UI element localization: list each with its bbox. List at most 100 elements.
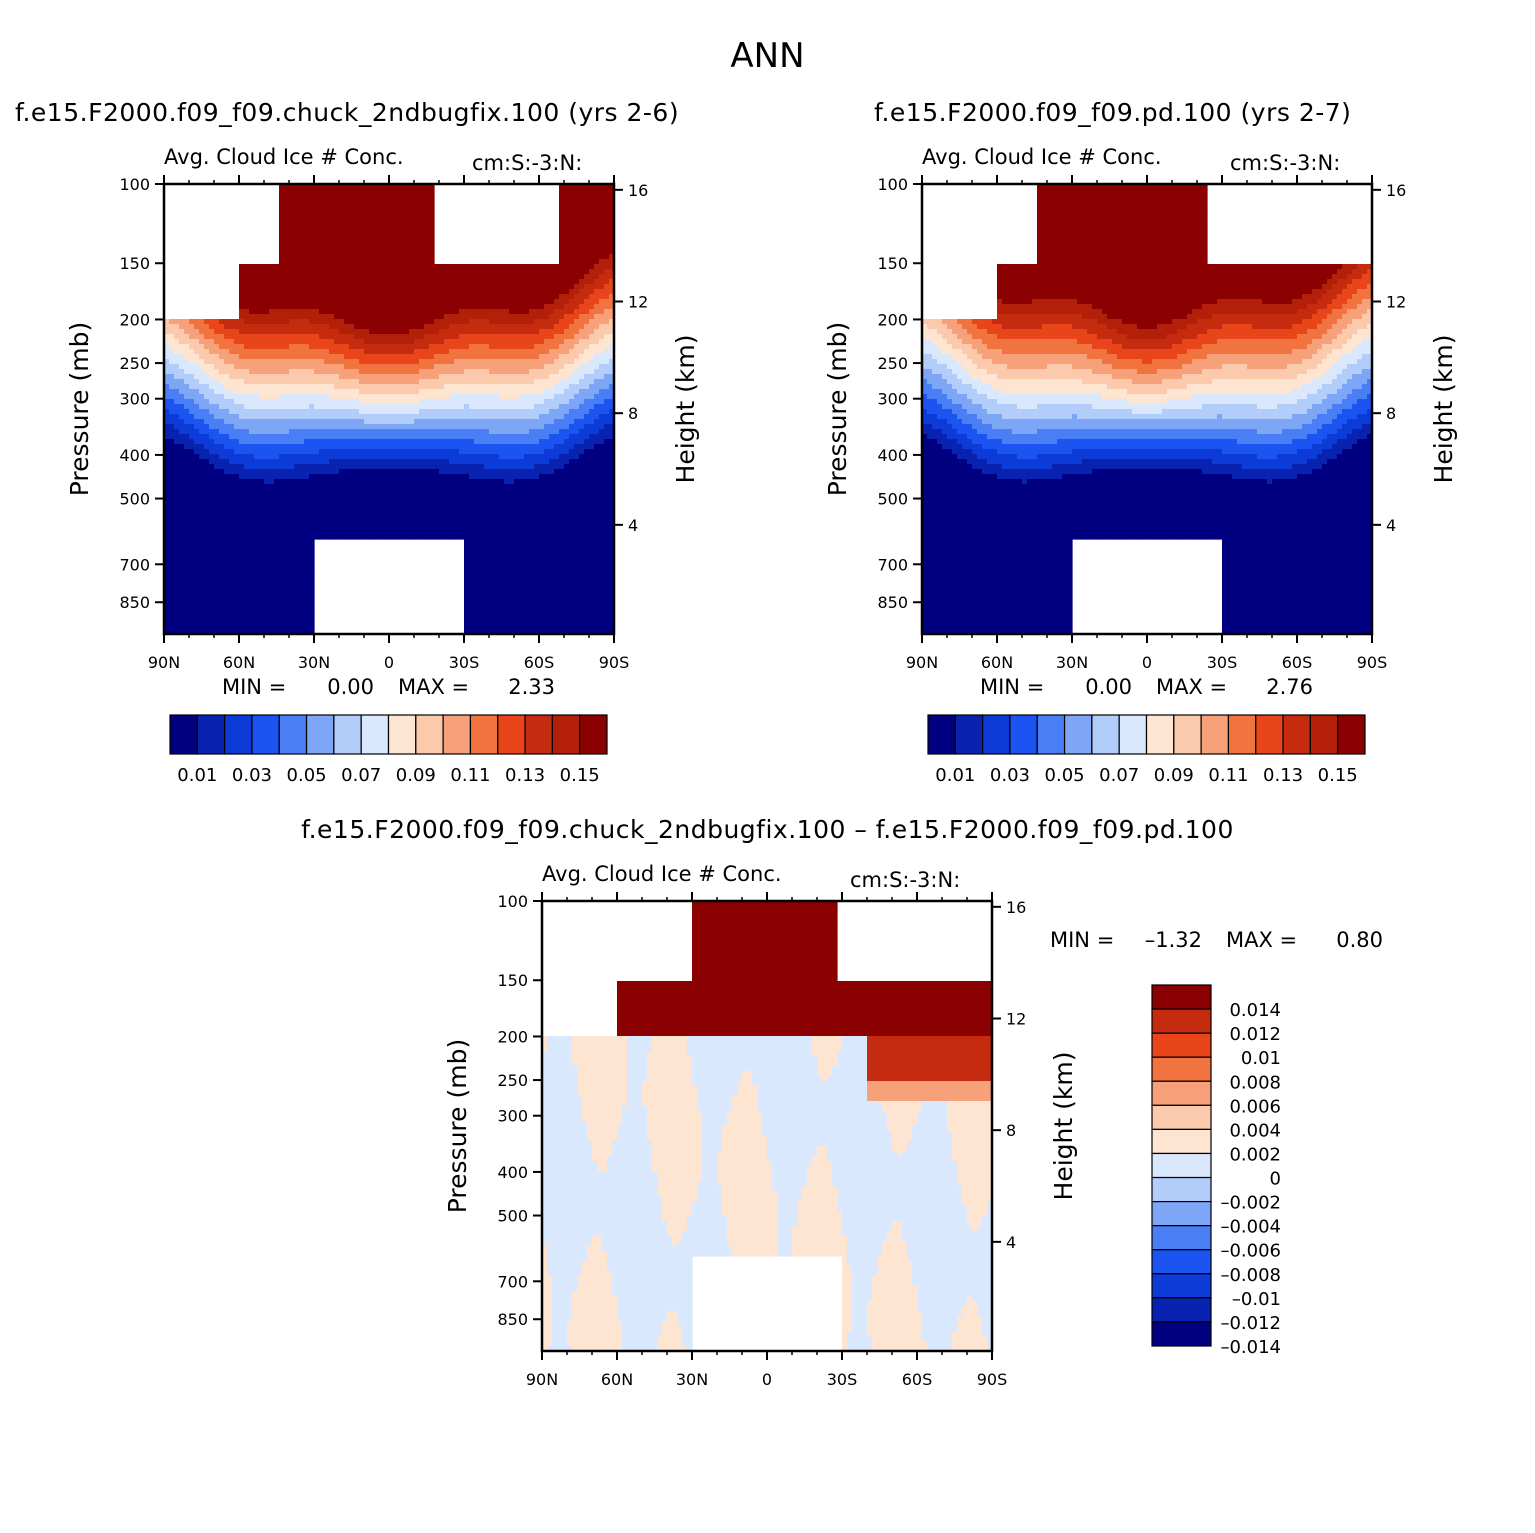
colorbar-label: 0.014: [1229, 1000, 1281, 1021]
plot-title: Avg. Cloud Ice # Conc.: [164, 145, 404, 169]
min-label: MIN =: [980, 675, 1044, 699]
x-tick-label: 30N: [1056, 653, 1088, 672]
colorbar-box: [442, 714, 472, 755]
y-axis-label: Pressure (mb): [65, 322, 94, 496]
y2-tick-label: 12: [628, 292, 648, 311]
colorbar-label: 0.002: [1229, 1144, 1281, 1165]
y2-tick-label: 8: [628, 404, 638, 423]
colorbar-box: [1151, 1152, 1212, 1179]
colorbar-box: [1145, 714, 1175, 755]
colorbar-box: [387, 714, 417, 755]
colorbar-label: –0.006: [1220, 1241, 1281, 1262]
colorbar-label: 0.03: [990, 765, 1030, 786]
colorbar-label: 0.13: [505, 765, 545, 786]
colorbar-label: 0.13: [1263, 765, 1303, 786]
colorbar-box: [579, 714, 608, 755]
colorbar-panel-1: 0.01 0.03 0.05 0.07 0.09 0.11 0.13 0.15: [169, 714, 608, 786]
y-tick-label: 700: [497, 1272, 528, 1291]
y-tick-label: 100: [877, 175, 908, 194]
x-tick-label: 0: [762, 1370, 772, 1389]
x-tick-label: 90N: [148, 653, 180, 672]
plot-units: cm:S:-3:N:: [472, 151, 582, 175]
axes-panel-1: Avg. Cloud Ice # Conc. cm:S:-3:N: 90N 60N 30…: [65, 145, 700, 699]
x-tick-label: 90S: [599, 653, 630, 672]
field-panel-3: [542, 901, 992, 1351]
colorbar-box: [524, 714, 553, 755]
colorbar-box: [497, 714, 526, 755]
colorbar-label: 0.15: [1318, 765, 1358, 786]
x-tick-label: 0: [1142, 653, 1152, 672]
colorbar-label: 0.07: [341, 765, 381, 786]
colorbar-panel-2: 0.01 0.03 0.05 0.07 0.09 0.11 0.13 0.15: [927, 714, 1366, 786]
colorbar-box: [1151, 1225, 1212, 1251]
x-tick-label: 90N: [906, 653, 938, 672]
colorbar-box: [1091, 714, 1120, 755]
x-tick-label: 60N: [223, 653, 255, 672]
y-axis-label: Pressure (mb): [443, 1039, 472, 1213]
colorbar-box: [1063, 714, 1093, 755]
y2-tick-label: 4: [628, 516, 638, 535]
colorbar-label: 0.03: [232, 765, 272, 786]
y-tick-label: 500: [877, 490, 908, 509]
x-tick-label: 0: [384, 653, 394, 672]
colorbar-box: [1151, 1080, 1212, 1106]
colorbar-box: [224, 714, 253, 755]
x-tick-label: 30S: [827, 1370, 858, 1389]
colorbar-label: –0.014: [1220, 1337, 1281, 1358]
colorbar-box: [1151, 984, 1212, 1010]
y2-tick-label: 4: [1006, 1233, 1016, 1252]
y-tick-label: 150: [119, 254, 150, 273]
colorbar-box: [551, 714, 581, 755]
y2-tick-label: 8: [1006, 1121, 1016, 1140]
y-tick-label: 700: [877, 555, 908, 574]
max-label: MAX =: [398, 675, 469, 699]
figure-title: ANN: [730, 36, 805, 76]
colorbar-box: [1255, 714, 1284, 755]
max-label: MAX =: [1226, 928, 1297, 952]
colorbar-box: [1151, 1321, 1212, 1347]
colorbar-label: –0.01: [1232, 1289, 1281, 1310]
y2-tick-label: 16: [1386, 181, 1406, 200]
y2-tick-label: 12: [1006, 1009, 1026, 1028]
x-tick-label: 60S: [1282, 653, 1313, 672]
y-tick-label: 400: [877, 446, 908, 465]
colorbar-box: [1151, 1104, 1212, 1130]
colorbar-label: 0.012: [1229, 1024, 1281, 1045]
x-tick-label: 90S: [977, 1370, 1008, 1389]
colorbar-label: –0.008: [1220, 1265, 1281, 1286]
colorbar-box: [251, 714, 280, 755]
axes-panel-2: Avg. Cloud Ice # Conc. cm:S:-3:N: 90N 60N 30…: [823, 145, 1458, 699]
colorbar-box: [169, 714, 198, 755]
axes-panel-3: Avg. Cloud Ice # Conc. cm:S:-3:N: 90N 60N 30…: [443, 862, 1383, 1389]
panel-2-title: f.e15.F2000.f09_f09.pd.100 (yrs 2-7): [874, 98, 1352, 127]
y-axis-label: Pressure (mb): [823, 322, 852, 496]
max-value: 2.76: [1266, 675, 1313, 699]
colorbar-box: [1173, 714, 1202, 755]
colorbar-label: –0.012: [1220, 1313, 1281, 1334]
colorbar-label: 0.11: [450, 765, 490, 786]
x-tick-label: 60S: [524, 653, 555, 672]
colorbar-label: 0.01: [177, 765, 217, 786]
colorbar-label: –0.004: [1220, 1217, 1281, 1238]
y2-axis-label: Height (km): [1049, 1052, 1078, 1201]
y-tick-label: 300: [877, 390, 908, 409]
min-label: MIN =: [1050, 928, 1114, 952]
min-value: 0.00: [327, 675, 374, 699]
colorbar-box: [1151, 1273, 1212, 1299]
y-tick-label: 150: [497, 971, 528, 990]
max-value: 2.33: [508, 675, 555, 699]
colorbar-label: 0.09: [1154, 765, 1194, 786]
x-tick-label: 30S: [1207, 653, 1238, 672]
y-tick-label: 150: [877, 254, 908, 273]
colorbar-box: [1151, 1249, 1212, 1275]
colorbar-box: [954, 714, 984, 755]
y-tick-label: 300: [497, 1107, 528, 1126]
colorbar-box: [196, 714, 226, 755]
plot-title: Avg. Cloud Ice # Conc.: [922, 145, 1162, 169]
colorbar-box: [1151, 1056, 1212, 1082]
plot-units: cm:S:-3:N:: [850, 868, 960, 892]
colorbar-box: [278, 714, 308, 755]
max-value: 0.80: [1336, 928, 1383, 952]
y2-tick-label: 4: [1386, 516, 1396, 535]
colorbar-box: [1151, 1128, 1212, 1155]
